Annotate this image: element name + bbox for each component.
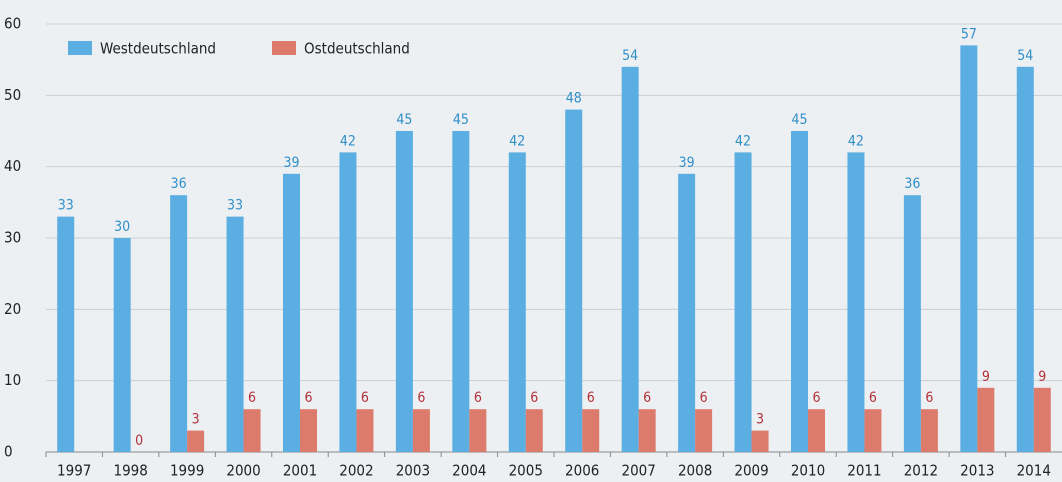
x-tick-label: 2008 <box>678 462 712 480</box>
value-label: 30 <box>114 219 130 235</box>
bar <box>565 109 583 452</box>
value-label: 45 <box>791 112 807 128</box>
value-label: 6 <box>530 390 538 406</box>
bar <box>638 409 656 452</box>
value-label: 6 <box>587 390 595 406</box>
bar <box>57 216 75 452</box>
x-tick-label: 1999 <box>170 462 204 480</box>
value-label: 39 <box>679 155 695 171</box>
bar <box>621 66 639 453</box>
value-label: 6 <box>361 390 369 406</box>
y-tick-label: 50 <box>4 86 21 104</box>
value-label: 6 <box>304 390 312 406</box>
value-label: 9 <box>982 369 990 385</box>
bar <box>525 409 543 452</box>
bar <box>452 131 470 452</box>
bar <box>960 45 978 453</box>
y-tick-label: 40 <box>4 157 21 175</box>
bar <box>791 131 808 452</box>
x-tick-label: 2004 <box>452 462 486 480</box>
bar <box>356 409 374 452</box>
bar <box>920 409 938 452</box>
value-label: 45 <box>453 112 469 128</box>
value-label: 42 <box>509 133 525 149</box>
x-tick-label: 2013 <box>960 462 994 480</box>
x-tick-label: 1997 <box>57 462 91 480</box>
bar <box>339 152 357 452</box>
x-tick-label: 2000 <box>226 462 260 480</box>
x-tick-label: 2011 <box>847 462 881 480</box>
bar <box>187 430 205 452</box>
x-tick-label: 2003 <box>396 462 430 480</box>
bar <box>508 152 526 452</box>
bar <box>1033 387 1051 452</box>
value-label: 6 <box>474 390 482 406</box>
y-tick-label: 10 <box>4 371 21 389</box>
bar <box>977 387 995 452</box>
value-label: 6 <box>700 390 708 406</box>
bar <box>582 409 600 452</box>
y-tick-label: 20 <box>4 300 21 318</box>
value-label: 36 <box>171 176 187 192</box>
legend-label: Westdeutschland <box>100 40 216 58</box>
value-label: 3 <box>756 412 764 428</box>
value-label: 42 <box>735 133 751 149</box>
legend-swatch <box>272 41 296 55</box>
value-label: 42 <box>848 133 864 149</box>
x-tick-label: 2001 <box>283 462 317 480</box>
bar <box>300 409 317 452</box>
bar <box>113 238 131 452</box>
x-tick-label: 2007 <box>621 462 655 480</box>
x-tick-label: 2010 <box>791 462 825 480</box>
bar <box>808 409 825 452</box>
legend-label: Ostdeutschland <box>304 40 410 58</box>
x-tick-label: 1998 <box>113 462 147 480</box>
value-label: 42 <box>340 133 356 149</box>
value-label: 6 <box>869 390 877 406</box>
x-tick-label: 2009 <box>734 462 768 480</box>
x-tick-label: 2006 <box>565 462 599 480</box>
value-label: 6 <box>812 390 820 406</box>
bar <box>243 409 261 452</box>
bar <box>695 409 713 452</box>
x-tick-label: 2012 <box>904 462 938 480</box>
value-label: 39 <box>283 155 299 171</box>
bar <box>903 195 921 452</box>
bar <box>283 173 300 453</box>
bar <box>678 173 696 453</box>
value-label: 9 <box>1038 369 1046 385</box>
value-label: 57 <box>961 26 977 42</box>
value-label: 33 <box>58 198 74 214</box>
bar <box>395 131 413 452</box>
bar <box>170 195 188 452</box>
x-tick-label: 2002 <box>339 462 373 480</box>
y-tick-label: 0 <box>4 443 13 461</box>
value-label: 48 <box>566 91 582 107</box>
x-tick-label: 2005 <box>509 462 543 480</box>
bar <box>226 216 244 452</box>
value-label: 36 <box>904 176 920 192</box>
x-tick-label: 2014 <box>1017 462 1051 480</box>
value-label: 54 <box>622 48 638 64</box>
value-label: 6 <box>925 390 933 406</box>
bar <box>847 152 865 452</box>
bar <box>412 409 430 452</box>
y-tick-label: 60 <box>4 15 21 33</box>
value-label: 6 <box>417 390 425 406</box>
value-label: 3 <box>192 412 200 428</box>
value-label: 54 <box>1017 48 1033 64</box>
value-label: 33 <box>227 198 243 214</box>
y-tick-label: 30 <box>4 229 21 247</box>
value-label: 0 <box>135 433 143 449</box>
value-label: 6 <box>643 390 651 406</box>
bar <box>751 430 769 452</box>
value-label: 45 <box>396 112 412 128</box>
bar <box>1016 66 1034 453</box>
bar <box>469 409 487 452</box>
value-label: 6 <box>248 390 256 406</box>
bar <box>734 152 752 452</box>
legend-swatch <box>68 41 92 55</box>
bar <box>864 409 882 452</box>
